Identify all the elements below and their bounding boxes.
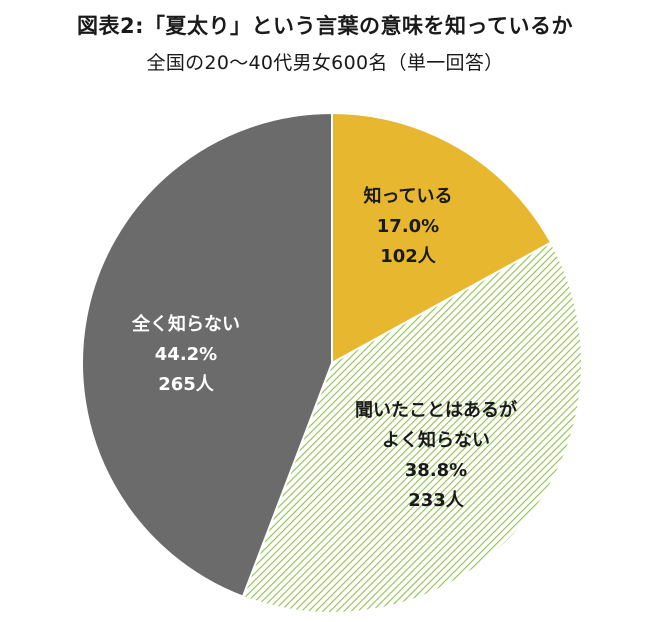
slice-1-name-line1: 聞いたことはあるが (355, 400, 517, 421)
pie-slice-known (331, 111, 553, 365)
slice-1-name-line2: よく知らない (382, 430, 490, 451)
slice-label-unknown: 全く知らない 44.2% 265人 (132, 310, 240, 400)
slice-label-heard-but-unknown: 聞いたことはあるが よく知らない 38.8% 233人 (355, 396, 517, 516)
chart-subtitle: 全国の20～40代男女600名（単一回答） (146, 52, 504, 74)
slice-0-name: 知っている (363, 186, 453, 207)
slice-0-count: 102人 (380, 246, 436, 267)
slice-2-count: 265人 (158, 374, 214, 395)
pie-slice-heard-but-unknown (241, 241, 583, 614)
slice-2-name: 全く知らない (132, 314, 240, 335)
pie-slice-unknown (81, 111, 333, 598)
slice-1-percent: 38.8% (404, 460, 468, 481)
slice-1-count: 233人 (408, 490, 464, 511)
chart-title: 図表2:「夏太り」という言葉の意味を知っているか (77, 14, 573, 38)
slice-label-known: 知っている 17.0% 102人 (363, 182, 452, 272)
slice-0-percent: 17.0% (376, 216, 440, 237)
slice-2-percent: 44.2% (154, 344, 218, 365)
